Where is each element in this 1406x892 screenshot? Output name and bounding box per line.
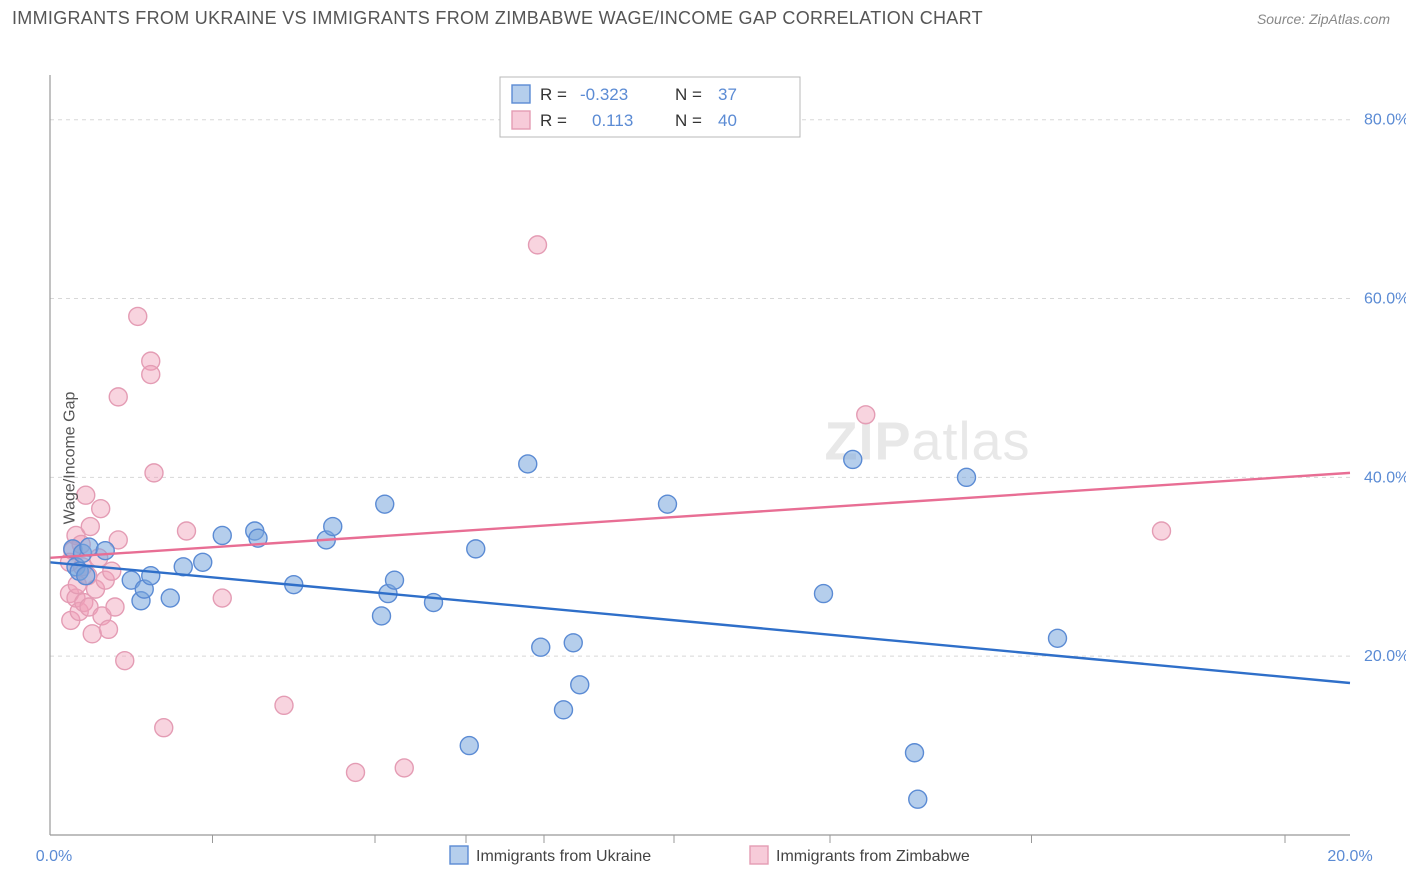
ukraine-trendline <box>50 562 1350 683</box>
ukraine-point <box>958 468 976 486</box>
x-min-label: 0.0% <box>36 848 72 865</box>
legend-swatch-zimbabwe <box>512 111 530 129</box>
zimbabwe-point <box>92 500 110 518</box>
ukraine-point <box>844 450 862 468</box>
stat-n-label: N = <box>675 85 702 104</box>
ukraine-r-value: -0.323 <box>580 85 628 104</box>
ukraine-point <box>373 607 391 625</box>
ukraine-point <box>213 526 231 544</box>
ukraine-point <box>460 737 478 755</box>
ukraine-point <box>564 634 582 652</box>
stat-r-label: R = <box>540 111 567 130</box>
ukraine-point <box>555 701 573 719</box>
zimbabwe-point <box>109 388 127 406</box>
zimbabwe-point <box>213 589 231 607</box>
ukraine-point <box>519 455 537 473</box>
ukraine-point <box>659 495 677 513</box>
legend-label-zimbabwe: Immigrants from Zimbabwe <box>776 848 970 865</box>
ukraine-point <box>142 567 160 585</box>
legend-label-ukraine: Immigrants from Ukraine <box>476 848 651 865</box>
zimbabwe-point <box>106 598 124 616</box>
y-tick-label: 40.0% <box>1364 469 1406 486</box>
ukraine-point <box>571 676 589 694</box>
zimbabwe-point <box>275 696 293 714</box>
ukraine-point <box>77 567 95 585</box>
ukraine-point <box>386 571 404 589</box>
ukraine-point <box>909 790 927 808</box>
ukraine-point <box>96 542 114 560</box>
zimbabwe-point <box>347 763 365 781</box>
zimbabwe-point <box>83 625 101 643</box>
zimbabwe-point <box>81 518 99 536</box>
zimbabwe-point <box>1153 522 1171 540</box>
zimbabwe-point <box>145 464 163 482</box>
x-max-label: 20.0% <box>1327 848 1372 865</box>
zimbabwe-point <box>529 236 547 254</box>
chart-container: Wage/Income Gap 20.0%40.0%60.0%80.0%ZIPa… <box>0 33 1406 883</box>
bottom-swatch-ukraine <box>450 846 468 864</box>
zimbabwe-point <box>178 522 196 540</box>
bottom-swatch-zimbabwe <box>750 846 768 864</box>
ukraine-point <box>1049 629 1067 647</box>
y-tick-label: 80.0% <box>1364 112 1406 129</box>
scatter-chart: 20.0%40.0%60.0%80.0%ZIPatlas0.0%20.0%R =… <box>0 33 1406 883</box>
zimbabwe-point <box>129 307 147 325</box>
ukraine-point <box>467 540 485 558</box>
ukraine-point <box>80 538 98 556</box>
ukraine-point <box>906 744 924 762</box>
zimbabwe-point <box>155 719 173 737</box>
y-axis-label: Wage/Income Gap <box>61 392 79 525</box>
zimbabwe-n-value: 40 <box>718 111 737 130</box>
stat-r-label: R = <box>540 85 567 104</box>
zimbabwe-point <box>142 366 160 384</box>
zimbabwe-point <box>857 406 875 424</box>
ukraine-n-value: 37 <box>718 85 737 104</box>
ukraine-point <box>376 495 394 513</box>
ukraine-point <box>194 553 212 571</box>
ukraine-point <box>815 585 833 603</box>
zimbabwe-point <box>103 562 121 580</box>
zimbabwe-point <box>77 486 95 504</box>
zimbabwe-point <box>116 652 134 670</box>
source-label: Source: ZipAtlas.com <box>1257 11 1390 27</box>
zimbabwe-point <box>100 620 118 638</box>
y-tick-label: 20.0% <box>1364 648 1406 665</box>
stat-n-label: N = <box>675 111 702 130</box>
zimbabwe-trendline <box>50 473 1350 558</box>
zimbabwe-r-value: 0.113 <box>592 111 633 130</box>
chart-title: IMMIGRANTS FROM UKRAINE VS IMMIGRANTS FR… <box>12 8 983 29</box>
y-tick-label: 60.0% <box>1364 291 1406 308</box>
ukraine-point <box>324 518 342 536</box>
ukraine-point <box>161 589 179 607</box>
legend-swatch-ukraine <box>512 85 530 103</box>
ukraine-point <box>532 638 550 656</box>
zimbabwe-point <box>395 759 413 777</box>
